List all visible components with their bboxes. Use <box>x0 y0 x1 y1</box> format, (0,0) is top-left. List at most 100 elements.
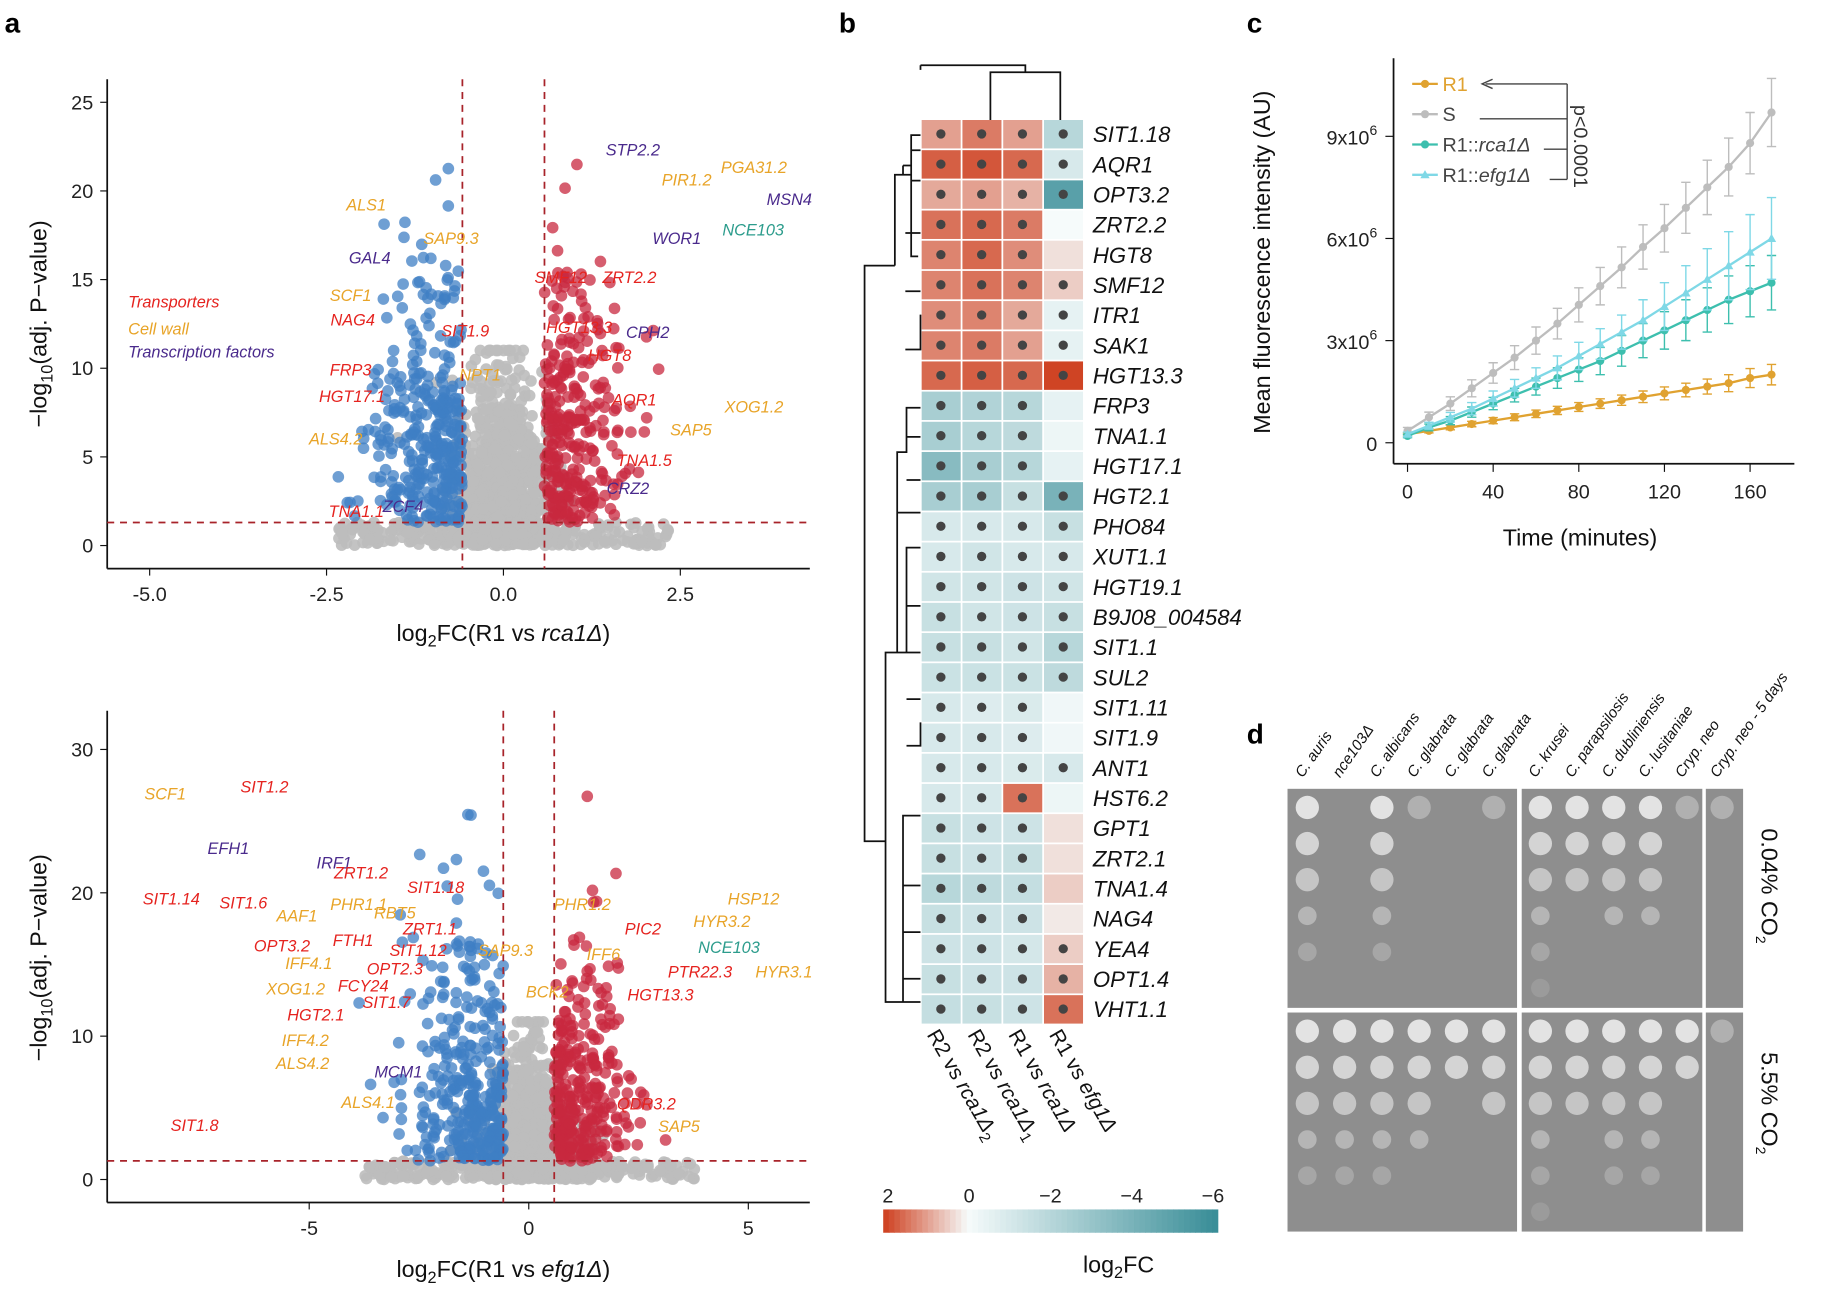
significance-dot <box>1017 280 1028 290</box>
x-tick-label: 160 <box>1734 482 1767 504</box>
colony-spot <box>1531 1166 1550 1185</box>
significance-dot <box>977 913 987 924</box>
data-point <box>608 404 621 417</box>
data-point <box>688 1163 701 1175</box>
colony-spot <box>1370 868 1394 892</box>
data-point <box>446 380 459 393</box>
data-point <box>577 354 590 366</box>
significance-dot <box>977 340 987 350</box>
data-point <box>649 539 662 551</box>
gene-label: QDR3.2 <box>617 1095 676 1113</box>
data-point <box>1746 139 1755 148</box>
colorbar-segment <box>1033 1209 1040 1233</box>
data-point <box>536 1132 549 1145</box>
data-point <box>598 535 611 548</box>
data-point <box>401 527 414 539</box>
data-point <box>580 972 593 985</box>
colony-spot <box>1565 1019 1589 1043</box>
x-tick-label: 40 <box>1482 482 1504 504</box>
significance-dot <box>1017 944 1028 954</box>
colony-spot <box>1531 942 1550 962</box>
gene-label: FTH1 <box>333 932 374 950</box>
significance-dot <box>1058 310 1068 320</box>
data-point <box>427 386 439 398</box>
data-point <box>1766 233 1777 242</box>
data-point <box>594 255 607 268</box>
colony-spot <box>1372 906 1392 926</box>
heatmap-cell <box>1043 240 1084 270</box>
data-point <box>548 313 560 326</box>
data-point <box>569 525 581 537</box>
data-point <box>1767 370 1776 379</box>
row-label: SUL2 <box>1093 665 1148 690</box>
data-point <box>363 1161 376 1173</box>
data-point <box>485 386 497 399</box>
data-point <box>372 363 384 376</box>
significance-dot <box>936 249 946 260</box>
data-point <box>575 413 588 426</box>
significance-dot <box>977 159 987 169</box>
data-point <box>498 429 511 442</box>
colony-spot <box>1638 1055 1663 1079</box>
data-point <box>516 1155 528 1168</box>
data-point <box>348 510 361 522</box>
row-label: XUT1.1 <box>1092 545 1168 570</box>
data-point <box>436 961 449 974</box>
row-label: HST6.2 <box>1093 786 1168 811</box>
row-label: SMF12 <box>1093 273 1164 298</box>
colony-spot <box>1482 1019 1506 1043</box>
colony-spot <box>1638 831 1663 856</box>
gene-label: CPH2 <box>626 324 669 342</box>
data-point <box>1574 402 1583 412</box>
data-point <box>425 252 437 265</box>
data-point <box>598 1138 611 1151</box>
colony-spot <box>1407 1019 1431 1043</box>
significance-dot <box>1017 249 1028 260</box>
data-point <box>456 1074 469 1087</box>
colony-spot <box>1444 1055 1469 1079</box>
data-point <box>546 498 559 510</box>
data-point <box>369 425 381 438</box>
data-point <box>495 495 508 508</box>
data-point <box>584 274 596 286</box>
significance-dot <box>977 672 987 682</box>
colony-spot <box>1482 795 1506 820</box>
y-tick-label: 0 <box>1366 434 1377 456</box>
data-point <box>393 481 405 494</box>
colorbar-segment <box>1100 1209 1107 1233</box>
significance-dot <box>1017 974 1028 984</box>
row-label: HGT13.3 <box>1093 364 1183 389</box>
significance-dot <box>1017 581 1028 592</box>
colony-spot <box>1528 1055 1553 1079</box>
data-point <box>597 414 609 427</box>
x-tick-label: 0 <box>1402 482 1413 504</box>
data-point <box>610 1171 623 1184</box>
data-point <box>600 982 612 994</box>
data-point <box>518 1040 530 1053</box>
data-point <box>512 433 525 445</box>
data-point <box>403 379 416 391</box>
x-axis-label: log2FC(R1 vs rca1Δ) <box>396 620 610 651</box>
data-point <box>556 423 568 436</box>
data-point <box>519 518 531 530</box>
gene-label: MCM1 <box>374 1064 422 1082</box>
data-point <box>1574 300 1583 309</box>
data-point <box>551 302 564 315</box>
data-point <box>1681 203 1690 212</box>
data-point <box>565 1151 577 1164</box>
gene-label: NPT1 <box>459 367 501 385</box>
y-tick-label: 20 <box>71 181 93 203</box>
colony-spot <box>1638 795 1663 820</box>
significance-dot <box>936 370 946 381</box>
significance-dot <box>1017 551 1028 562</box>
data-point <box>560 505 573 518</box>
fluorescence-line-chart: 0 40 80 120 16003x1066x1069x106R1SR1::rca1ΔR… <box>1249 58 1795 550</box>
data-point <box>517 538 529 551</box>
legend-transporters: Transporters <box>128 294 219 312</box>
significance-dot <box>1017 461 1028 471</box>
gene-label: SIT1.7 <box>362 994 411 1012</box>
significance-dot <box>977 974 987 984</box>
data-point <box>1424 413 1434 422</box>
data-point <box>438 1031 451 1044</box>
